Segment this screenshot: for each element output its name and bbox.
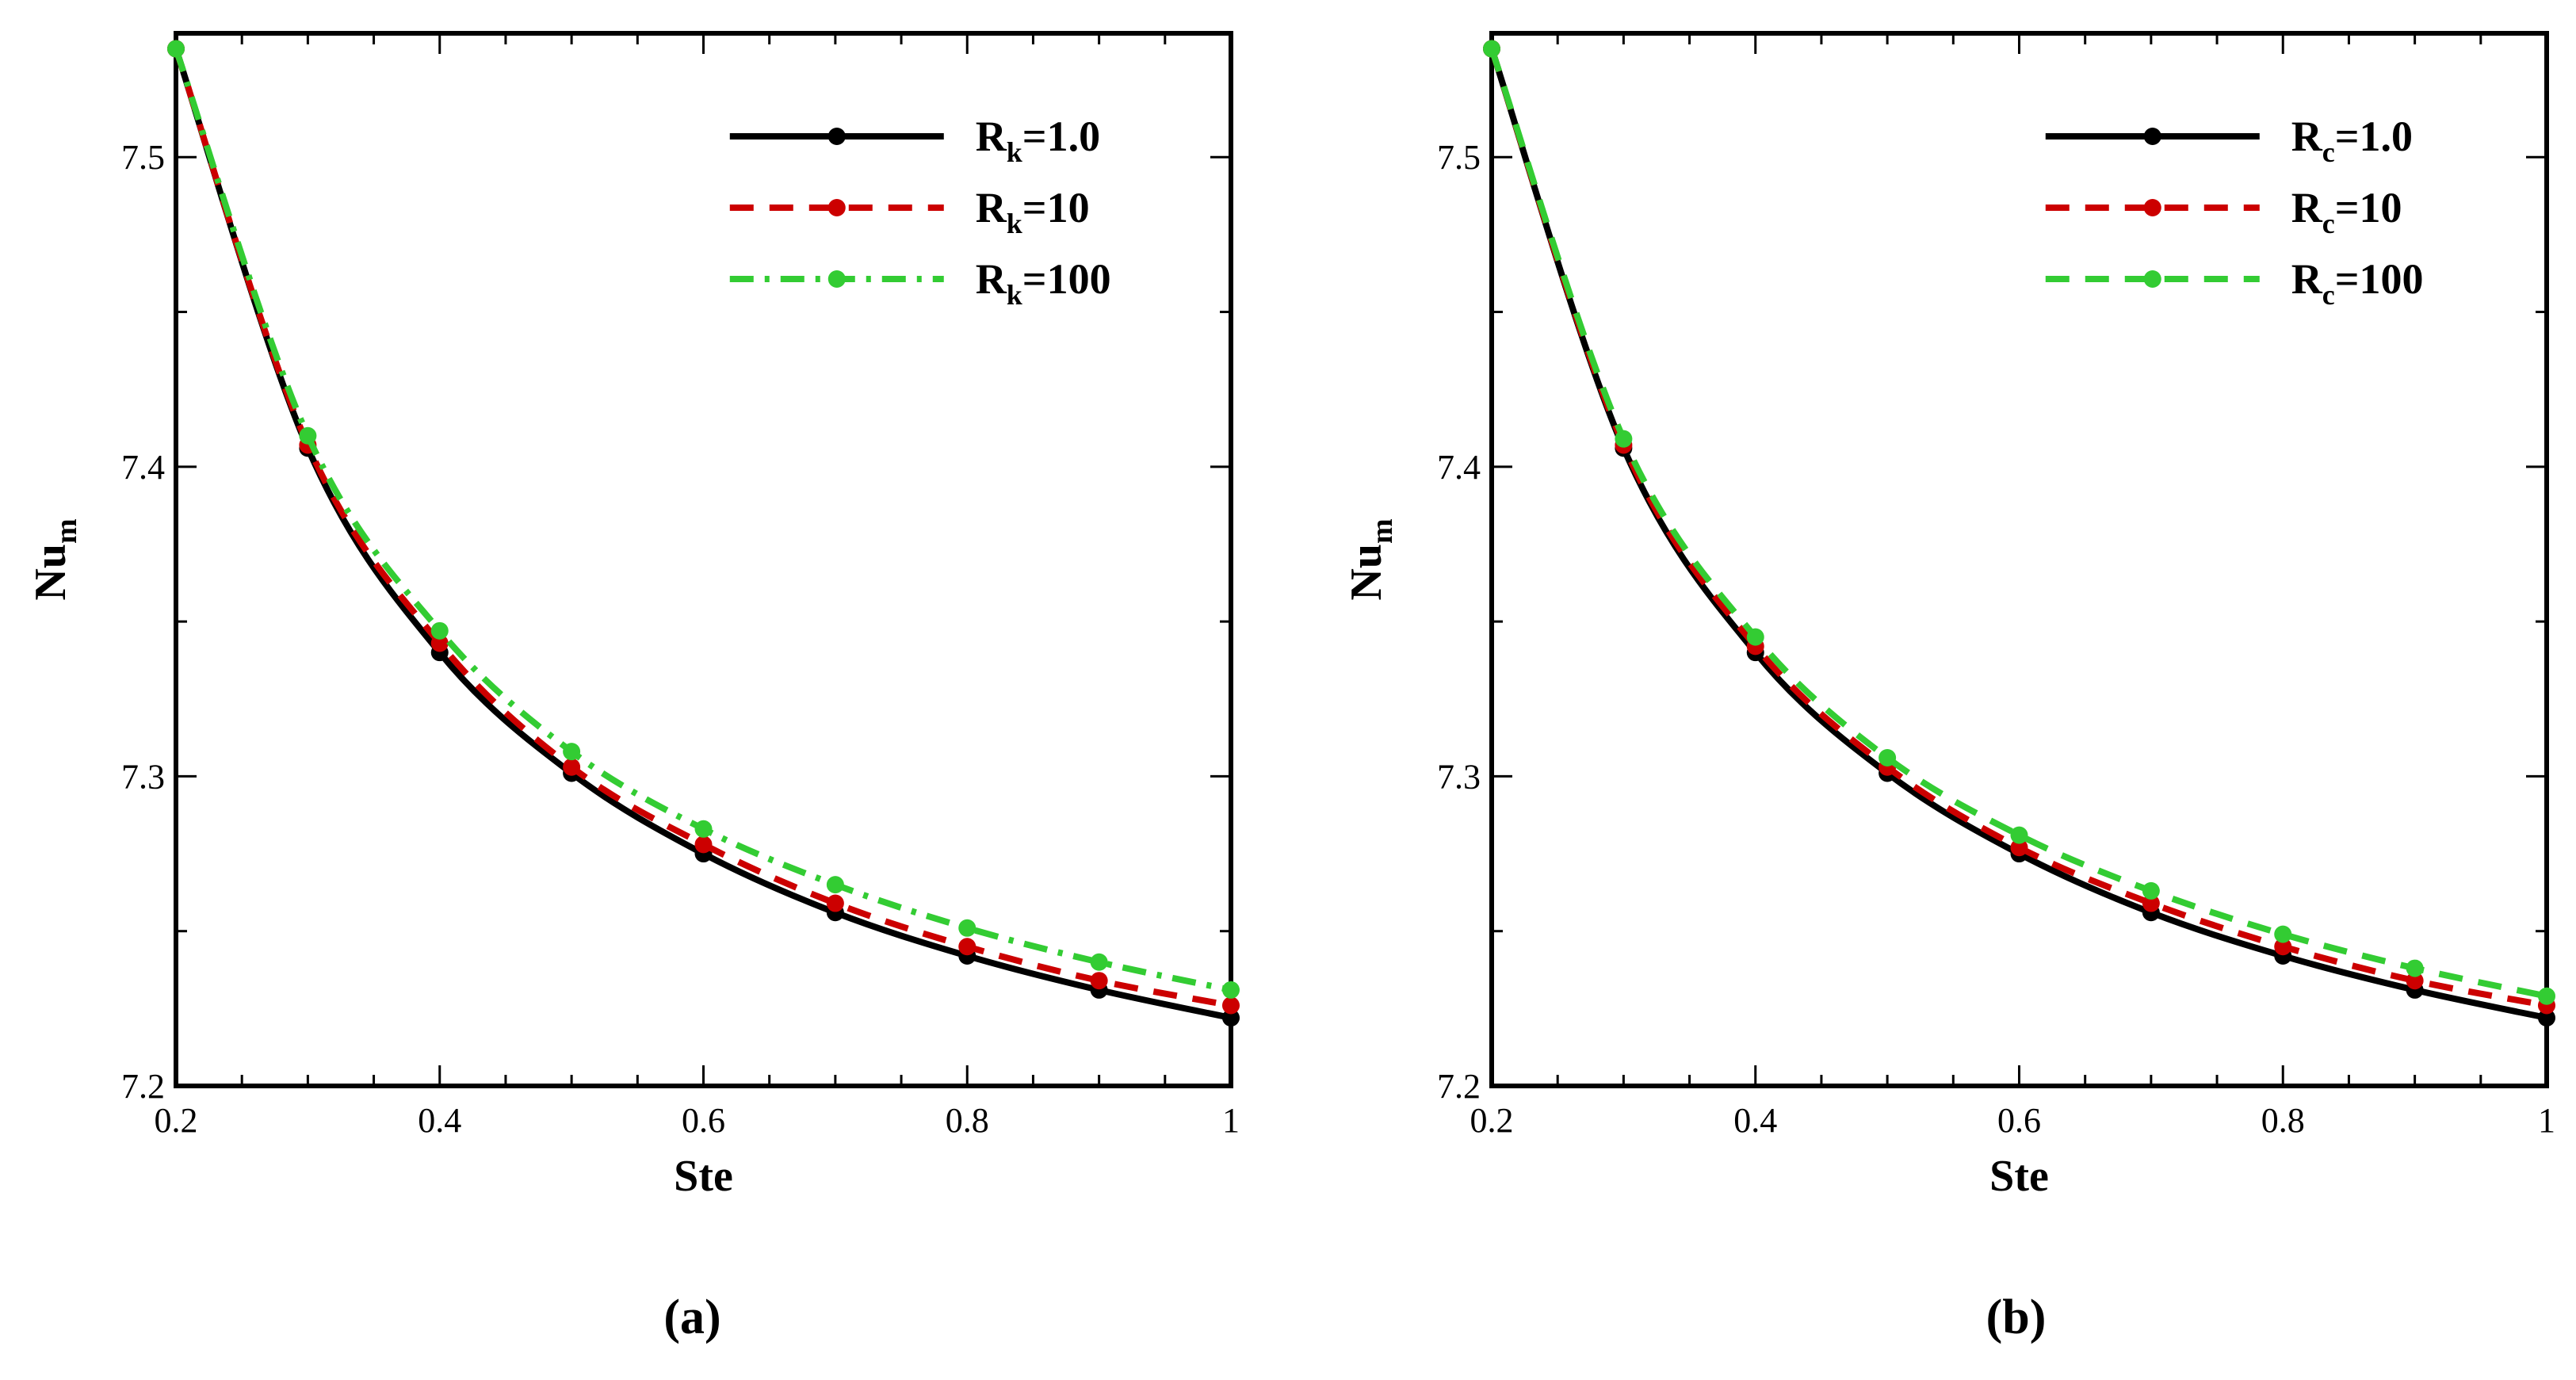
series-r100 bbox=[167, 40, 1240, 999]
legend-label-sub: k bbox=[1007, 279, 1022, 311]
y-tick-label: 7.5 bbox=[1437, 138, 1481, 177]
legend-label-base: R bbox=[2291, 184, 2323, 231]
data-point bbox=[2538, 987, 2555, 1005]
x-tick-label: 0.6 bbox=[682, 1101, 725, 1140]
y-axis-label-sub: m bbox=[50, 518, 83, 544]
data-point bbox=[430, 621, 449, 640]
plot-frame bbox=[1489, 31, 2549, 1088]
y-axis-label-sub: m bbox=[1366, 518, 1399, 544]
x-tick-label: 0.6 bbox=[1997, 1101, 2041, 1140]
series-r100 bbox=[1483, 40, 2555, 1005]
x-tick-label: 0.2 bbox=[155, 1101, 198, 1140]
legend-label-rest: =100 bbox=[1022, 255, 1111, 303]
y-axis-label-base: Nu bbox=[26, 544, 75, 601]
data-point bbox=[563, 758, 581, 776]
legend-label-rest: =10 bbox=[2335, 184, 2402, 231]
legend-marker bbox=[2143, 270, 2161, 288]
data-point bbox=[694, 835, 713, 854]
data-point bbox=[2406, 972, 2424, 990]
data-point bbox=[563, 743, 581, 761]
data-point bbox=[1090, 953, 1108, 971]
y-axis-label: Num bbox=[26, 518, 83, 600]
x-tick-label: 0.4 bbox=[1733, 1101, 1777, 1140]
panel-label: (b) bbox=[1986, 1290, 2047, 1344]
legend-label: Rk=1.0 bbox=[976, 113, 1100, 168]
data-point bbox=[430, 634, 449, 652]
legend-label: Rc=10 bbox=[2291, 184, 2402, 239]
y-tick-label: 7.5 bbox=[121, 138, 165, 177]
data-point bbox=[2010, 839, 2028, 857]
legend-label-sub: c bbox=[2322, 136, 2335, 168]
legend-marker bbox=[2143, 128, 2161, 145]
y-tick-label: 7.4 bbox=[1437, 448, 1481, 487]
panel-label: (a) bbox=[663, 1290, 720, 1344]
data-point bbox=[2406, 959, 2424, 977]
data-point bbox=[1222, 981, 1240, 999]
legend-label: Rk=100 bbox=[976, 255, 1111, 311]
y-axis-label: Num bbox=[1342, 518, 1399, 600]
x-tick-label: 0.8 bbox=[946, 1101, 989, 1140]
data-point bbox=[167, 40, 185, 58]
data-point bbox=[1878, 748, 1897, 766]
legend-label: Rc=100 bbox=[2291, 255, 2424, 311]
data-point bbox=[2538, 1009, 2555, 1027]
y-axis-label-base: Nu bbox=[1342, 544, 1391, 601]
data-point bbox=[1483, 40, 1500, 58]
legend-label-rest: =10 bbox=[1022, 184, 1090, 231]
legend-label-rest: =1.0 bbox=[1022, 113, 1100, 160]
data-point bbox=[958, 938, 977, 956]
y-tick-label: 7.2 bbox=[1437, 1067, 1481, 1106]
y-tick-label: 7.2 bbox=[121, 1067, 165, 1106]
data-point bbox=[1222, 996, 1240, 1015]
legend-label: Rc=1.0 bbox=[2291, 113, 2413, 168]
legend-marker bbox=[827, 199, 846, 216]
legend-label-base: R bbox=[2291, 255, 2323, 303]
data-point bbox=[2142, 881, 2160, 900]
x-axis-label: Ste bbox=[674, 1152, 733, 1201]
data-point bbox=[2274, 938, 2292, 956]
data-point bbox=[1615, 430, 1633, 448]
data-point bbox=[826, 876, 844, 894]
data-point bbox=[694, 820, 713, 838]
legend-label-base: R bbox=[976, 184, 1007, 231]
chart-panel-b: 0.2 0.4 0.6 0.8 17.27.37.47.5SteNumRc=1.0Rc=… bbox=[1342, 31, 2555, 1344]
x-tick-label: 0.4 bbox=[418, 1101, 461, 1140]
y-tick-label: 7.3 bbox=[121, 757, 165, 796]
data-point bbox=[1222, 1009, 1240, 1027]
legend-marker bbox=[827, 270, 846, 288]
x-tick-label: 0.8 bbox=[2261, 1101, 2305, 1140]
legend-label-base: R bbox=[976, 255, 1007, 303]
legend-label-rest: =100 bbox=[2335, 255, 2424, 303]
data-point bbox=[1090, 972, 1108, 990]
data-point bbox=[1746, 628, 1764, 646]
data-point bbox=[2274, 925, 2292, 943]
legend-label: Rk=10 bbox=[976, 184, 1090, 239]
legend-label-base: R bbox=[2291, 113, 2323, 160]
chart-panel-a: 0.2 0.4 0.6 0.8 17.27.37.47.5SteNumRk=1.0Rk=… bbox=[26, 31, 1240, 1344]
data-point bbox=[2142, 894, 2160, 912]
data-point bbox=[958, 919, 977, 937]
x-tick-label: 1 bbox=[1222, 1101, 1240, 1140]
legend-label-sub: k bbox=[1007, 136, 1022, 168]
legend-label-rest: =1.0 bbox=[2335, 113, 2413, 160]
data-point bbox=[299, 426, 317, 445]
data-point bbox=[826, 894, 844, 912]
x-axis-label: Ste bbox=[1989, 1152, 2049, 1201]
x-tick-label: 0.2 bbox=[1470, 1101, 1514, 1140]
data-point bbox=[2010, 826, 2028, 844]
y-tick-label: 7.3 bbox=[1437, 757, 1481, 796]
x-tick-label: 1 bbox=[2538, 1101, 2555, 1140]
legend-marker bbox=[2143, 199, 2161, 216]
y-tick-label: 7.4 bbox=[121, 448, 165, 487]
legend-label-sub: k bbox=[1007, 208, 1022, 239]
legend-label-sub: c bbox=[2322, 208, 2335, 239]
legend-marker bbox=[827, 128, 846, 145]
legend-label-base: R bbox=[976, 113, 1007, 160]
plot-frame bbox=[174, 31, 1233, 1088]
legend-label-sub: c bbox=[2322, 279, 2335, 311]
